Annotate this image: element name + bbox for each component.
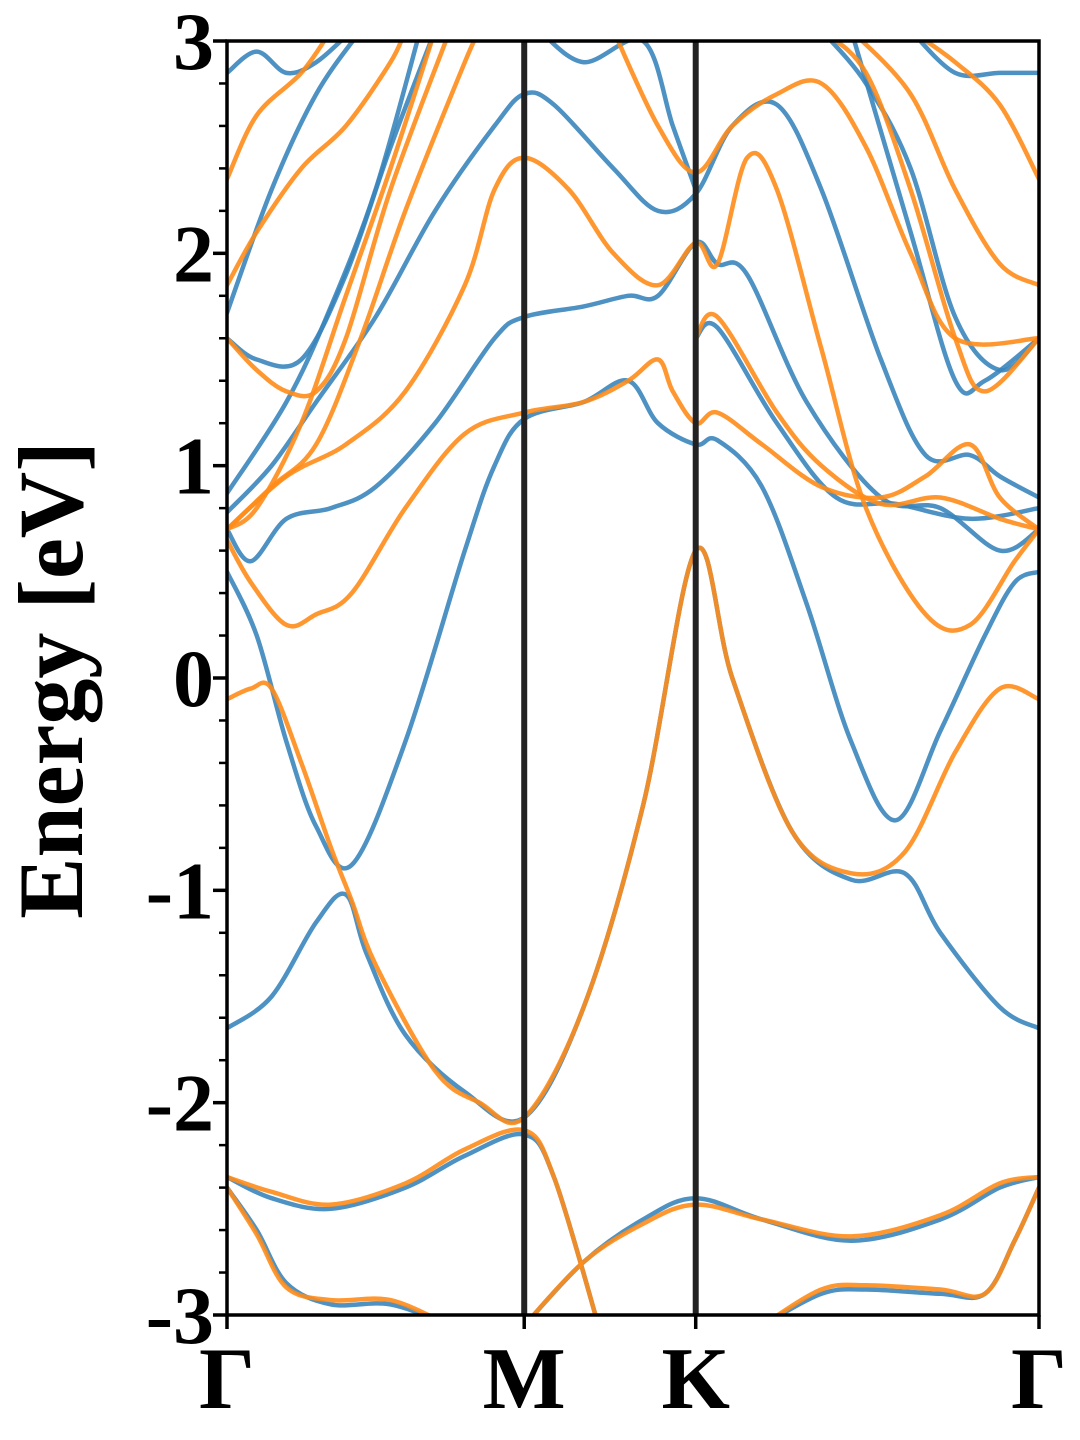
y-tick-label: -3 xyxy=(146,1270,214,1361)
band-line xyxy=(530,1174,1039,1315)
x-tick-label: M xyxy=(483,1331,566,1428)
y-tick-label: -1 xyxy=(146,845,214,936)
band-line xyxy=(774,1185,1039,1315)
band-line xyxy=(693,311,1039,532)
plot-frame xyxy=(225,39,1041,1317)
bands-layer xyxy=(227,41,1039,1315)
band-line xyxy=(227,41,434,369)
band-line xyxy=(922,41,1039,182)
band-line xyxy=(851,41,1039,396)
band-line xyxy=(832,41,1039,394)
band-line xyxy=(227,41,404,288)
band-line xyxy=(227,150,1039,633)
band-line xyxy=(530,1174,1039,1315)
band-line xyxy=(227,41,435,532)
axis-ticks xyxy=(213,39,1041,1329)
x-tick-label: Γ xyxy=(199,1331,255,1428)
band-line xyxy=(227,357,1039,629)
band-line xyxy=(227,41,477,532)
y-tick-labels: -3 -2 -1 0 1 2 3 xyxy=(146,0,214,1361)
x-tick-label: K xyxy=(661,1331,729,1428)
band-line xyxy=(227,41,356,316)
band-line xyxy=(615,41,1039,347)
y-tick-label: 1 xyxy=(173,421,214,512)
band-line xyxy=(227,41,449,399)
band-line xyxy=(227,41,420,496)
y-tick-label: -2 xyxy=(146,1058,214,1149)
series-1 xyxy=(227,41,1039,1315)
band-line xyxy=(917,41,1039,79)
band-line xyxy=(227,378,1039,871)
y-tick-label: 2 xyxy=(173,208,214,299)
band-line xyxy=(227,41,327,182)
band-line xyxy=(227,545,1039,1126)
y-axis-title: Energy [eV] xyxy=(0,441,102,919)
band-line xyxy=(227,1185,434,1315)
band-line xyxy=(227,1131,598,1315)
high-symmetry-dividers xyxy=(521,41,699,1315)
series-2 xyxy=(227,41,1039,1315)
band-line xyxy=(227,41,344,76)
band-line xyxy=(227,90,1039,515)
y-tick-label: 3 xyxy=(173,0,214,87)
band-line xyxy=(227,1127,598,1315)
y-tick-label: 0 xyxy=(173,633,214,724)
x-tick-label: Γ xyxy=(1011,1331,1067,1428)
band-line xyxy=(775,1185,1039,1315)
band-line xyxy=(858,41,1039,288)
band-line xyxy=(828,41,1039,373)
band-line xyxy=(693,320,1039,522)
